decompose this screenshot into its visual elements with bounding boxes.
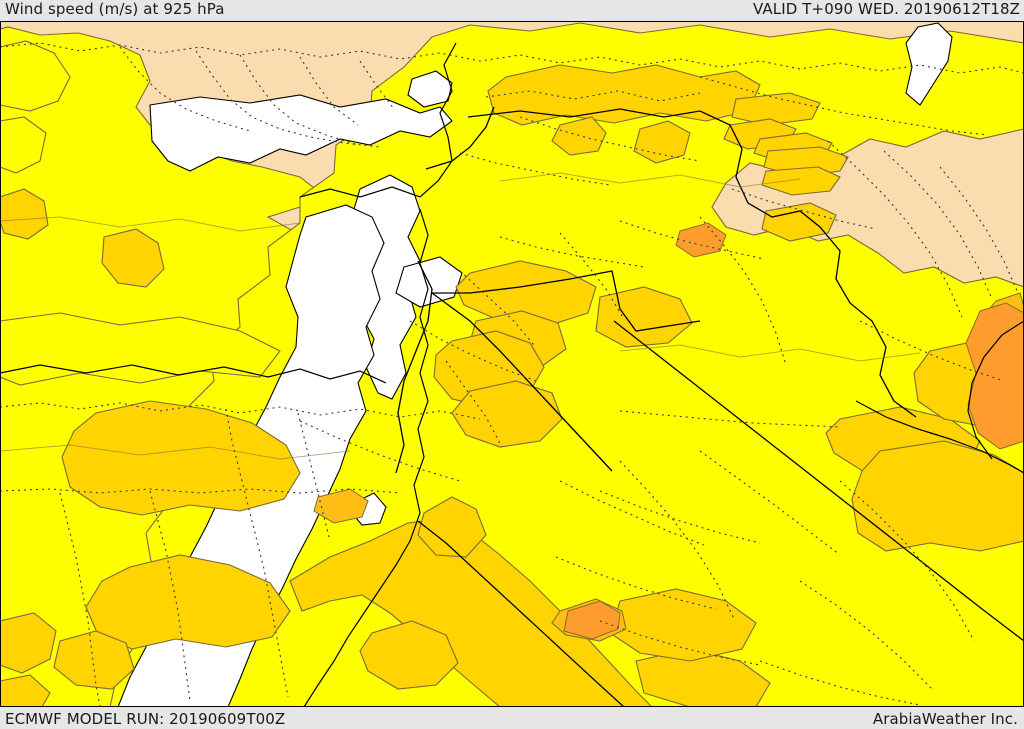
dotted-jordan-admin-2: [445, 360, 503, 448]
dotted-syria-admin-2: [499, 236, 645, 268]
gold-anatolia-east: [633, 120, 691, 164]
orange-syria-spot: [675, 222, 727, 258]
yellow-patch-libya: [0, 312, 281, 386]
gold-jordan-south: [451, 380, 563, 448]
gold-libya: [61, 400, 301, 516]
dotted-saudi-admin-5: [839, 480, 975, 642]
dotted-iran-3: [939, 166, 1019, 294]
orange-red-sea-jet: [563, 600, 621, 640]
white-calm-caspian-strip: [905, 22, 953, 106]
gold-anatolia: [487, 64, 761, 126]
white-calm-north-aegean: [407, 70, 453, 108]
coastline-redsea-east: [417, 520, 625, 707]
valid-time-label: VALID T+090 WED. 20190612T18Z: [753, 0, 1020, 18]
model-run-label: ECMWF MODEL RUN: 20190609T00Z: [5, 710, 286, 728]
dotted-arabia-int-1: [599, 490, 761, 544]
gold-syria-desert: [455, 260, 597, 328]
coastline-iran-gulf: [967, 320, 1024, 460]
dotted-iraq-admin-3: [619, 220, 765, 260]
gold-sudan-coast: [359, 620, 459, 690]
wind-speed-contour-svg: [0, 21, 1024, 707]
dotted-balkans-4: [359, 60, 395, 110]
coastline-redsea-west: [303, 540, 411, 707]
band-gold-group: [0, 64, 1024, 707]
gold-saudi-north: [595, 286, 693, 348]
border-jordan-saudi-ne: [431, 292, 613, 472]
map-title: Wind speed (m/s) at 925 hPa: [5, 0, 225, 18]
dotted-balkans-1: [195, 50, 381, 148]
coastline-libya-egypt: [0, 364, 387, 384]
footer-bar: [0, 707, 1024, 729]
yellow-patch-aegean-1: [0, 40, 71, 112]
dotted-turkey-admin-2: [519, 116, 701, 162]
coastline-levant: [409, 208, 429, 542]
dotted-saudi-admin-2: [699, 450, 841, 556]
contour-lines-group: [0, 172, 921, 460]
dotted-iran-1: [827, 140, 963, 318]
gold-egypt-sw: [53, 630, 135, 690]
gold-gulf: [851, 440, 1024, 552]
dotted-turkey-admin-1: [485, 90, 701, 102]
dotted-top-graticule: [0, 42, 1024, 74]
dotted-arabia-int-2: [555, 556, 717, 610]
band-orange-group: [563, 222, 1024, 640]
dotted-iran-2: [883, 150, 993, 300]
border-solid-group: [395, 106, 1024, 642]
dotted-balkans-2: [239, 54, 359, 146]
border-israel-jordan: [395, 260, 433, 474]
yellow-mass-main: [109, 22, 1024, 707]
dotted-egypt-sudan-v1: [225, 408, 289, 698]
gold-streak-5: [761, 166, 841, 196]
gold-red-sea-top: [417, 496, 487, 558]
dotted-syria-admin-1: [559, 232, 625, 320]
border-dotted-group: [0, 42, 1024, 707]
header-bar: [0, 0, 1024, 21]
band-yellow-group: [0, 22, 1024, 707]
border-turkey-syria-west: [425, 106, 495, 170]
yellow-patch-aegean-2: [0, 116, 47, 174]
gold-sw-corner-2: [0, 674, 51, 707]
gold-anatolia-mid: [551, 116, 607, 156]
dotted-sudan-chad: [149, 490, 191, 702]
dotted-saudi-admin-1: [619, 410, 841, 428]
gold-arabia-sw-2: [609, 588, 757, 662]
border-turkey-iraq-iran: [467, 108, 917, 418]
dotted-balkans-5: [119, 46, 251, 132]
map-canvas: [0, 21, 1024, 707]
attribution-label: ArabiaWeather Inc.: [872, 710, 1018, 728]
gold-sw-corner: [0, 612, 57, 674]
gold-crete: [101, 228, 165, 288]
dotted-gulf-admin: [859, 320, 1005, 382]
dotted-iraq-admin-2: [699, 216, 787, 366]
dotted-egypt-22n: [0, 488, 401, 494]
amber-nile: [313, 488, 369, 524]
dotted-iran-north: [699, 76, 989, 136]
dotted-saudi-admin-4: [559, 480, 705, 546]
gold-iraq-east: [761, 202, 837, 242]
dotted-arabia-int-3: [599, 620, 761, 666]
dotted-chad-libya: [59, 492, 101, 707]
orange-gulf-jet: [965, 302, 1024, 450]
dotted-yemen: [759, 660, 921, 706]
border-saudi-iraq: [613, 320, 1024, 642]
coastline-turkey-south: [299, 42, 457, 198]
gold-streak-1: [731, 92, 821, 126]
white-calm-med-north: [149, 94, 453, 172]
coastline-group: [0, 42, 1024, 707]
dotted-turkey-admin-3: [459, 152, 611, 186]
coastline-gulf-north: [855, 400, 1024, 474]
border-jordan-syria: [432, 270, 701, 332]
gold-egypt-west: [85, 554, 291, 650]
dotted-egypt-v2: [297, 412, 331, 542]
dotted-iraq-admin-1: [731, 188, 877, 230]
